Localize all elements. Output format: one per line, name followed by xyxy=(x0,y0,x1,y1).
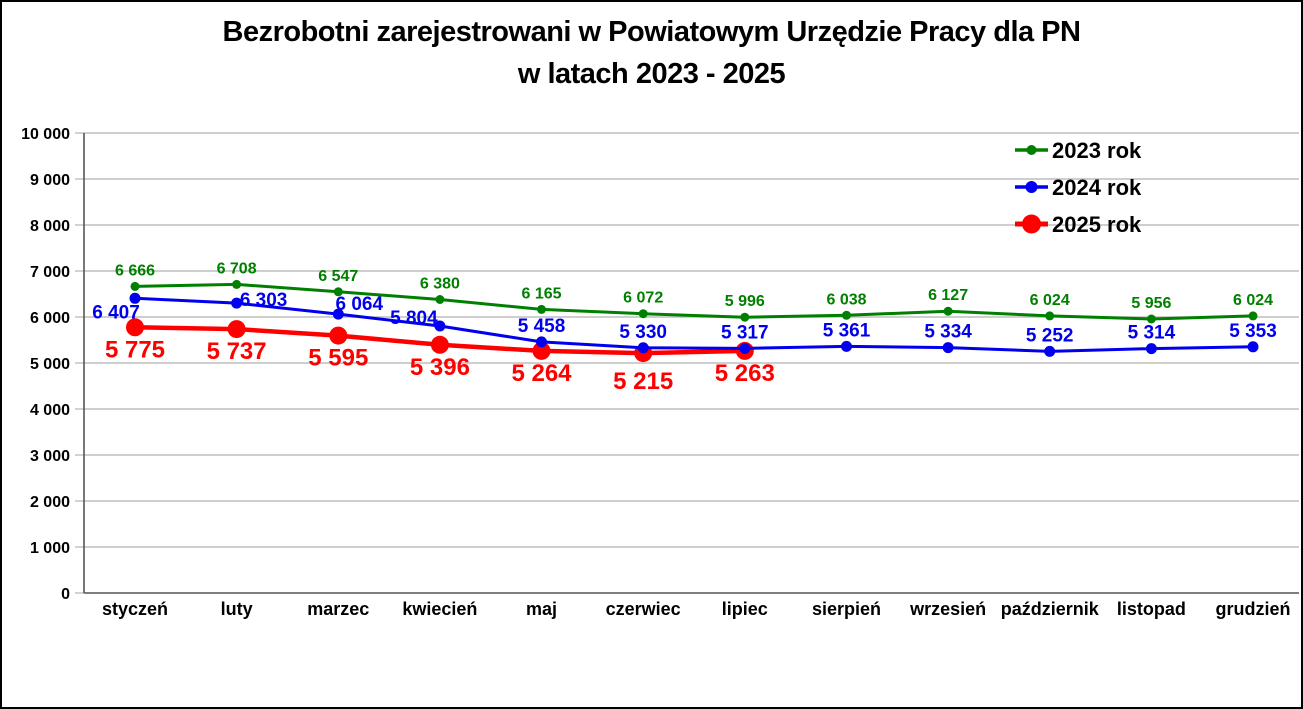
data-label-2023-rok: 5 956 xyxy=(1131,295,1171,312)
data-label-2025-rok: 5 737 xyxy=(207,338,267,365)
legend-item-2024-rok: 2024 rok xyxy=(1015,175,1142,200)
data-point-marker-2025-rok xyxy=(532,341,551,360)
data-label-2024-rok: 5 317 xyxy=(721,322,769,343)
data-label-2025-rok: 5 264 xyxy=(511,360,572,387)
data-label-2023-rok: 6 666 xyxy=(115,262,155,279)
y-tick-label: 5 000 xyxy=(30,356,70,373)
y-tick-label: 3 000 xyxy=(30,448,70,465)
data-label-2024-rok: 5 804 xyxy=(390,308,438,329)
data-label-2024-rok: 5 458 xyxy=(518,316,566,337)
data-label-2023-rok: 6 708 xyxy=(217,260,257,277)
data-point-marker-2023-rok xyxy=(537,304,546,314)
series-line-2024-rok xyxy=(134,296,1254,353)
data-point-marker-2024-rok xyxy=(1044,345,1056,357)
y-tick-label: 10 000 xyxy=(21,126,70,143)
x-tick-label: sierpień xyxy=(812,599,881,619)
data-point-marker-2023-rok xyxy=(1248,311,1258,321)
data-label-2023-rok: 6 165 xyxy=(521,285,561,302)
data-label-2025-rok: 5 396 xyxy=(410,354,470,381)
data-point-marker-2023-rok xyxy=(943,306,953,316)
data-point-marker-2025-rok xyxy=(329,326,348,345)
chart-title-line2: w latach 2023 - 2025 xyxy=(517,58,786,90)
x-tick-label: październik xyxy=(1001,599,1100,619)
data-label-2024-rok: 5 330 xyxy=(619,322,667,343)
series-line-2023-rok xyxy=(134,282,1254,321)
chart-title: Bezrobotni zarejestrowani w Powiatowym U… xyxy=(2,11,1301,95)
data-point-marker-2023-rok xyxy=(130,281,140,291)
x-tick-label: wrzesień xyxy=(909,599,986,619)
y-tick-label: 8 000 xyxy=(30,218,70,235)
data-point-marker-2023-rok xyxy=(1045,311,1055,321)
data-point-marker-2024-rok xyxy=(332,308,344,320)
data-point-marker-2024-rok xyxy=(942,342,954,354)
data-point-marker-2024-rok xyxy=(841,340,852,352)
y-tick-label: 1 000 xyxy=(30,540,70,557)
data-label-2025-rok: 5 775 xyxy=(105,336,165,363)
x-tick-label: grudzień xyxy=(1216,599,1291,619)
chart-title-line1: Bezrobotni zarejestrowani w Powiatowym U… xyxy=(222,16,1081,48)
data-point-marker-2024-rok xyxy=(231,297,243,309)
data-point-marker-2024-rok xyxy=(129,292,141,304)
legend-item-2025-rok: 2025 rok xyxy=(1015,212,1142,237)
data-label-2024-rok: 5 334 xyxy=(924,322,972,343)
data-label-2025-rok: 5 215 xyxy=(613,368,673,395)
legend-label: 2025 rok xyxy=(1052,212,1142,237)
legend-marker-icon xyxy=(1026,145,1037,155)
data-point-marker-2024-rok xyxy=(739,342,751,354)
data-point-marker-2024-rok xyxy=(536,336,547,348)
data-label-2025-rok: 5 263 xyxy=(715,360,775,387)
data-label-2025-rok: 5 595 xyxy=(308,345,368,372)
y-tick-label: 0 xyxy=(61,586,70,603)
data-label-2023-rok: 6 072 xyxy=(623,290,663,307)
legend-item-2023-rok: 2023 rok xyxy=(1015,138,1142,163)
data-label-2024-rok: 6 303 xyxy=(240,290,288,311)
data-point-marker-2024-rok xyxy=(1145,343,1157,355)
x-tick-label: luty xyxy=(221,599,253,619)
data-point-marker-2023-rok xyxy=(232,279,242,289)
data-point-marker-2024-rok xyxy=(434,320,446,332)
data-label-2023-rok: 6 024 xyxy=(1030,292,1070,309)
x-tick-label: kwiecień xyxy=(402,599,477,619)
data-label-2023-rok: 6 038 xyxy=(826,291,866,308)
x-tick-label: styczeń xyxy=(102,599,168,619)
x-tick-label: marzec xyxy=(307,599,369,619)
y-tick-label: 6 000 xyxy=(30,310,70,327)
data-point-marker-2024-rok xyxy=(1247,341,1259,353)
data-label-2023-rok: 6 127 xyxy=(928,287,968,304)
legend-label: 2024 rok xyxy=(1052,175,1142,200)
data-point-marker-2023-rok xyxy=(333,287,343,297)
legend-marker-icon xyxy=(1022,214,1041,234)
data-point-marker-2024-rok xyxy=(637,342,649,354)
data-point-marker-2023-rok xyxy=(842,310,851,320)
data-point-marker-2023-rok xyxy=(638,309,648,319)
y-tick-label: 2 000 xyxy=(30,494,70,511)
data-point-marker-2025-rok xyxy=(227,320,246,339)
data-label-2023-rok: 6 380 xyxy=(420,276,460,293)
data-label-2024-rok: 5 361 xyxy=(823,320,871,341)
y-tick-label: 4 000 xyxy=(30,402,70,419)
data-point-marker-2023-rok xyxy=(435,295,445,304)
x-tick-label: lipiec xyxy=(722,599,768,619)
x-tick-label: maj xyxy=(526,599,557,619)
data-label-2024-rok: 5 252 xyxy=(1026,325,1074,346)
data-point-marker-2023-rok xyxy=(740,312,750,322)
data-point-marker-2025-rok xyxy=(430,335,449,354)
data-label-2024-rok: 5 314 xyxy=(1128,323,1176,344)
x-tick-label: listopad xyxy=(1117,599,1186,619)
legend-marker-icon xyxy=(1025,181,1038,193)
data-label-2023-rok: 6 547 xyxy=(318,268,358,285)
y-tick-label: 9 000 xyxy=(30,172,70,189)
data-point-marker-2025-rok xyxy=(126,318,144,337)
data-point-marker-2023-rok xyxy=(1146,314,1156,324)
data-label-2024-rok: 6 407 xyxy=(92,302,140,323)
data-label-2023-rok: 6 024 xyxy=(1233,292,1273,309)
data-label-2024-rok: 6 064 xyxy=(336,294,384,315)
data-label-2023-rok: 5 996 xyxy=(725,293,765,310)
y-tick-label: 7 000 xyxy=(30,264,70,281)
x-tick-label: czerwiec xyxy=(606,599,681,619)
data-label-2024-rok: 5 353 xyxy=(1229,321,1277,342)
legend-label: 2023 rok xyxy=(1052,138,1142,163)
